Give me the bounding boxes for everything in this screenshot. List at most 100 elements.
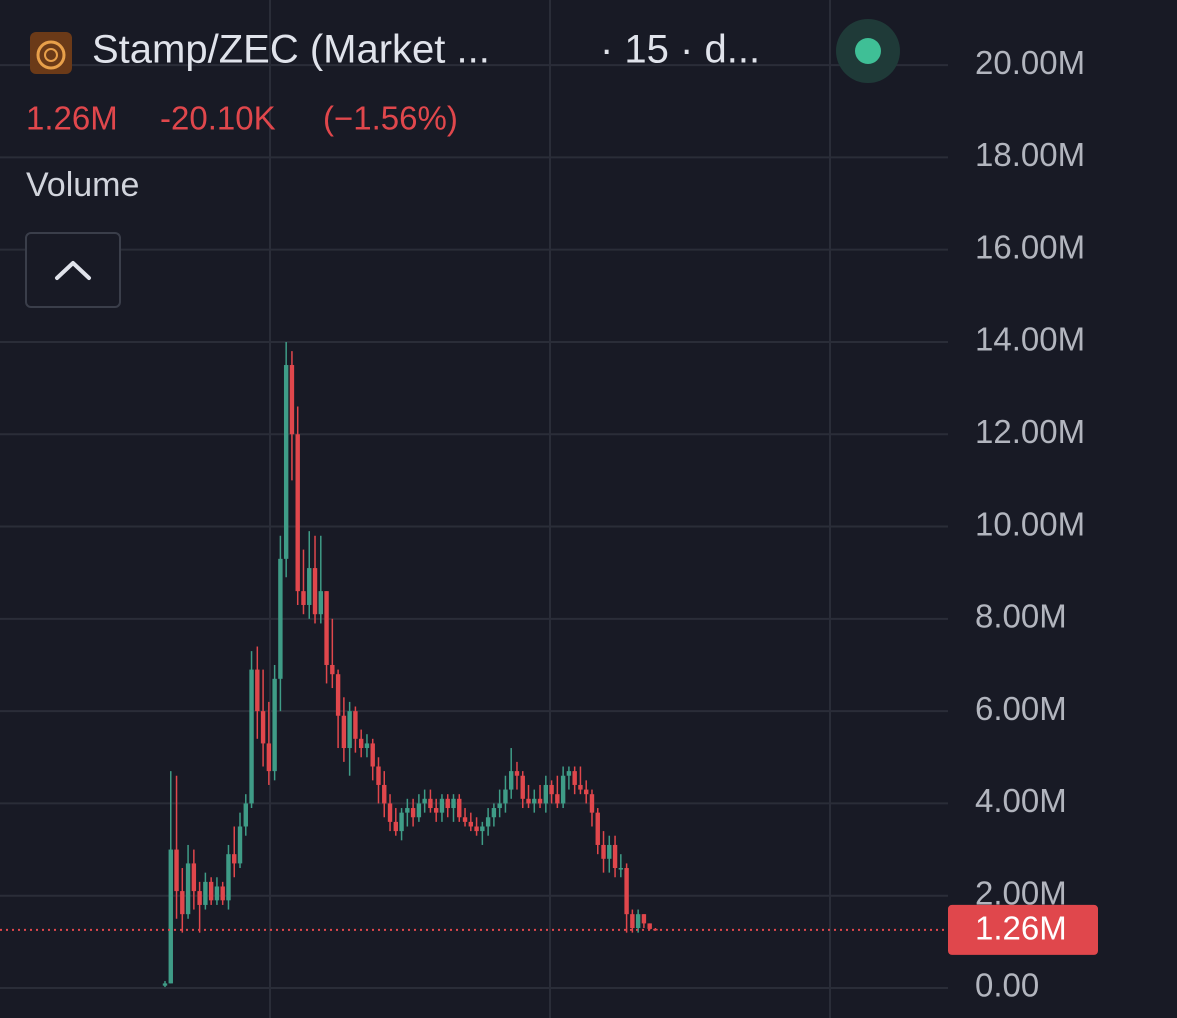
candle-body xyxy=(370,743,375,767)
candle-body xyxy=(647,923,652,929)
candle-body xyxy=(480,826,485,832)
candle-body xyxy=(428,798,433,809)
candle-body xyxy=(162,983,168,986)
candle-body xyxy=(347,711,352,749)
candle-body xyxy=(624,868,629,915)
y-tick-label: 8.00M xyxy=(975,598,1067,635)
y-tick-label: 6.00M xyxy=(975,690,1067,727)
candle-body xyxy=(422,798,427,804)
candle-body xyxy=(341,715,347,749)
candle-body xyxy=(520,775,525,799)
candle-body xyxy=(572,771,577,785)
candle-body xyxy=(318,591,323,615)
candle-body xyxy=(601,844,606,859)
candle-body xyxy=(641,914,647,924)
candle-body xyxy=(526,798,531,804)
symbol-icon xyxy=(30,32,72,74)
symbol-title[interactable]: Stamp/ZEC (Market ... xyxy=(92,28,490,72)
candle-body xyxy=(255,669,260,712)
candle-body xyxy=(635,914,641,929)
y-tick-label: 20.00M xyxy=(975,44,1085,81)
candle-body xyxy=(197,891,202,905)
candle-body xyxy=(387,803,393,822)
candle-body xyxy=(174,849,179,892)
candle-body xyxy=(439,798,445,813)
candle-body xyxy=(312,568,318,615)
candle-body xyxy=(607,844,612,859)
candle-body xyxy=(543,784,549,804)
candle-body xyxy=(272,678,277,772)
candle-body xyxy=(451,798,456,809)
candle-body xyxy=(491,808,497,818)
candle-body xyxy=(278,558,283,679)
candle-body xyxy=(630,914,635,929)
candle-body xyxy=(462,817,468,822)
collapse-button[interactable] xyxy=(25,232,121,308)
indicator-label: Volume xyxy=(26,166,139,204)
candle-body xyxy=(185,863,191,915)
candle-body xyxy=(382,784,387,804)
last-price-label: 1.26M xyxy=(975,910,1067,947)
candle-body xyxy=(289,365,295,435)
candle-body xyxy=(566,771,572,776)
candle-body xyxy=(353,711,358,739)
candle-body xyxy=(584,789,589,795)
candle-body xyxy=(503,789,508,804)
status-dot xyxy=(855,38,881,64)
candle-body xyxy=(266,743,272,772)
candle-body xyxy=(497,803,502,809)
candle-body xyxy=(237,826,243,864)
candles xyxy=(162,341,658,988)
candle-body xyxy=(364,743,370,749)
grid xyxy=(0,0,948,1018)
candle-body xyxy=(168,849,173,984)
candle-body xyxy=(220,886,225,901)
change: -20.10K xyxy=(160,100,276,137)
candle-body xyxy=(532,798,537,804)
candle-body xyxy=(618,868,624,870)
y-tick-label: 14.00M xyxy=(975,321,1085,358)
candle-body xyxy=(485,817,491,827)
candle-body xyxy=(226,854,231,901)
candle-body xyxy=(560,775,566,804)
candle-body xyxy=(433,808,439,813)
candle-body xyxy=(555,794,560,804)
candle-body xyxy=(595,812,600,845)
candle-body xyxy=(416,803,422,818)
candle-body xyxy=(208,881,214,901)
candle-body xyxy=(330,664,335,675)
interval: · 15 · d... xyxy=(600,28,760,72)
y-tick-label: 0.00 xyxy=(975,967,1039,1004)
candle-body xyxy=(514,771,520,776)
y-tick-label: 18.00M xyxy=(975,136,1085,173)
y-tick-label: 10.00M xyxy=(975,505,1085,542)
y-axis: 0.002.00M4.00M6.00M8.00M10.00M12.00M14.0… xyxy=(975,44,1085,1004)
candle-body xyxy=(393,821,398,832)
candle-body xyxy=(509,771,514,790)
candle-body xyxy=(410,808,416,818)
candle-body xyxy=(180,891,185,915)
candle-body xyxy=(358,738,364,749)
candle-body xyxy=(307,568,312,605)
candle-body xyxy=(578,784,583,790)
candle-body xyxy=(445,798,450,809)
last-price-box xyxy=(948,904,1098,955)
candle-body xyxy=(249,669,254,804)
candle-body xyxy=(474,826,479,832)
candle-body xyxy=(214,886,220,901)
y-tick-label: 16.00M xyxy=(975,228,1085,265)
candle-body xyxy=(468,821,474,827)
candle-body xyxy=(335,674,341,716)
candle-body xyxy=(589,794,595,813)
price: 1.26M xyxy=(26,100,118,137)
candle-body xyxy=(549,784,554,795)
candle-body xyxy=(203,881,208,905)
candle-body xyxy=(283,365,289,559)
candle-body xyxy=(243,803,248,827)
y-tick-label: 4.00M xyxy=(975,782,1067,819)
candle-body xyxy=(405,808,410,813)
candle-body xyxy=(324,591,329,665)
candle-body xyxy=(295,434,300,592)
